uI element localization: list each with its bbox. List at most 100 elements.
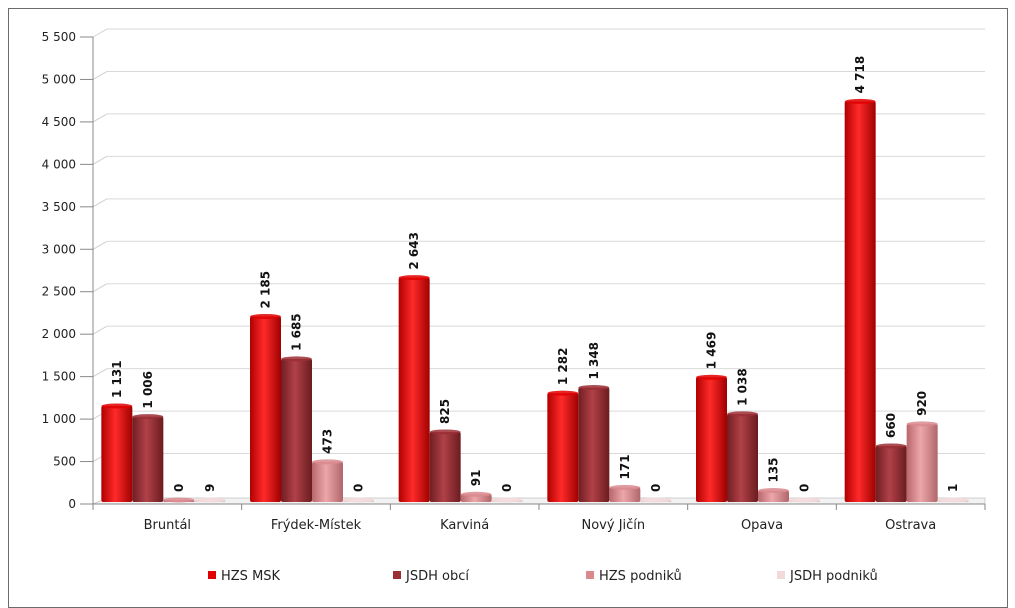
bar-top (460, 491, 492, 497)
data-label: 171 (618, 454, 632, 479)
bar-top (250, 313, 281, 319)
y-tick-label: 3 000 (42, 242, 76, 256)
y-tick-label: 4 500 (42, 115, 76, 129)
data-label: 1 038 (736, 368, 750, 406)
data-label: 0 (500, 484, 514, 492)
bar-top (789, 497, 820, 503)
y-tick-label: 5 000 (42, 72, 76, 86)
bar (250, 316, 281, 502)
data-label: 0 (798, 484, 812, 492)
bar (696, 377, 727, 502)
data-label: 1 (946, 484, 960, 492)
gridline-slant (92, 198, 108, 208)
data-label: 9 (203, 484, 217, 492)
bar-top (398, 275, 430, 281)
bar (547, 393, 579, 502)
bar-top (906, 421, 938, 427)
data-label: 4 718 (853, 56, 867, 94)
x-tick-label: Opava (741, 518, 783, 533)
gridline-slant (92, 71, 108, 80)
bar (844, 101, 876, 502)
data-label: 91 (469, 470, 483, 487)
data-labels: 1 131 1 006 0 9 2 185 1 685 473 0 2 643 825 91 0 1 2… (110, 56, 960, 492)
data-label: 660 (884, 413, 898, 438)
bar-top (578, 385, 610, 391)
legend: HZS MSK JSDH obcí HZS podniků JSDH podniků (208, 569, 878, 584)
bar-top (343, 497, 374, 503)
bar (906, 423, 938, 502)
x-tick-label: Ostrava (885, 518, 936, 533)
y-tick-label: 1 000 (42, 412, 76, 426)
bars (101, 98, 969, 503)
data-label: 0 (172, 484, 186, 492)
gridline-slant (92, 28, 108, 38)
data-label: 1 685 (290, 313, 304, 351)
legend-label: HZS MSK (221, 569, 281, 584)
bar (132, 416, 164, 502)
bar-top (429, 429, 461, 435)
bar (312, 461, 343, 502)
bar-top (547, 390, 579, 396)
gridline-slant (92, 155, 108, 165)
bar-top (844, 98, 876, 104)
gridline-slant (92, 325, 108, 335)
data-label: 1 469 (705, 332, 719, 370)
data-label: 1 006 (141, 371, 155, 409)
bar (578, 387, 610, 502)
chart-frame (8, 8, 1008, 608)
y-tick-label: 1 500 (42, 370, 76, 384)
bar (875, 445, 907, 502)
data-label: 2 185 (259, 271, 273, 309)
bar-top (609, 484, 641, 490)
bar-top (727, 411, 758, 417)
data-label: 135 (767, 457, 781, 482)
gridline-slant (92, 368, 108, 378)
y-tick-label: 500 (53, 455, 76, 469)
gridline-slant (92, 113, 108, 123)
legend-label: JSDH podniků (789, 569, 878, 584)
y-tick-label: 2 500 (42, 285, 76, 299)
y-tick-label: 0 (68, 497, 76, 511)
bar (281, 358, 312, 502)
data-label: 825 (438, 399, 452, 424)
data-label: 1 348 (587, 342, 601, 380)
bar-top (875, 443, 907, 449)
bar (609, 487, 641, 502)
bar-top (281, 356, 312, 362)
data-label: 920 (915, 391, 929, 416)
data-label: 473 (321, 429, 335, 454)
bar-top (132, 414, 164, 420)
bar-top (101, 403, 133, 409)
y-tick-label: 2 000 (42, 327, 76, 341)
data-label: 1 282 (556, 348, 570, 386)
bar (101, 405, 133, 502)
bar-top (163, 497, 195, 503)
x-tick-label: Bruntál (144, 518, 191, 533)
x-tick-label: Karviná (440, 518, 489, 533)
y-tick-label: 4 000 (42, 157, 76, 171)
data-label: 0 (649, 484, 663, 492)
bar-top (194, 497, 226, 503)
bar-top (491, 497, 523, 503)
legend-swatch (586, 571, 594, 579)
data-label: 1 131 (110, 360, 124, 398)
x-tick-label: Nový Jičín (582, 518, 646, 533)
legend-label: JSDH obcí (405, 569, 469, 584)
gridline-slant (92, 240, 108, 250)
legend-swatch (208, 571, 216, 579)
bar-top (696, 374, 727, 380)
x-tick-label: Frýdek-Místek (271, 518, 362, 533)
data-label: 2 643 (407, 232, 421, 270)
legend-label: HZS podniků (599, 569, 682, 584)
y-tick-label: 3 500 (42, 200, 76, 214)
bar-top (312, 459, 343, 465)
gridline-slant (92, 283, 108, 293)
bar (398, 277, 430, 502)
bar-top (640, 497, 672, 503)
y-tick-label: 5 500 (42, 30, 76, 44)
bar (429, 431, 461, 502)
legend-swatch (777, 571, 785, 579)
bar (727, 413, 758, 502)
bar-top (937, 497, 969, 503)
